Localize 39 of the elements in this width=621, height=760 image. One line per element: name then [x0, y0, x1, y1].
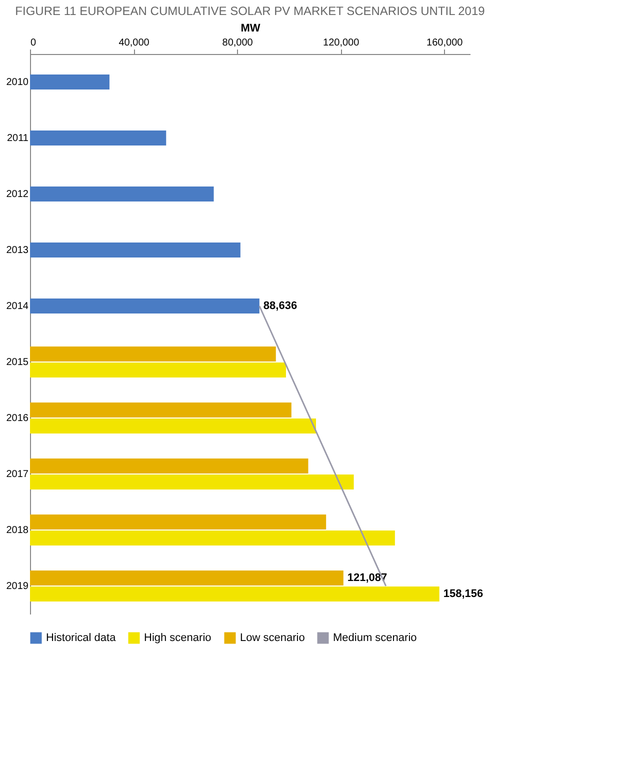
bar: [30, 418, 316, 434]
legend-label: High scenario: [144, 632, 212, 644]
x-tick-label: 80,000: [222, 38, 254, 48]
bar: [30, 458, 308, 474]
bar: [30, 586, 440, 602]
x-tick-label: 160,000: [426, 38, 464, 48]
data-label: 121,087: [347, 572, 388, 584]
bar: [30, 130, 166, 146]
legend-label: Medium scenario: [333, 632, 417, 644]
bar: [30, 298, 260, 314]
chart-title: FIGURE 11 EUROPEAN CUMULATIVE SOLAR PV MARKET SCENARIOS UNTIL 2019: [15, 4, 486, 18]
data-label: 158,156: [443, 588, 484, 600]
bar: [30, 346, 276, 362]
x-axis-title: MW: [240, 22, 261, 34]
x-tick-label: 0: [30, 38, 36, 48]
y-tick-label: 2013: [6, 245, 29, 256]
bar: [30, 514, 326, 530]
bar: [30, 186, 214, 202]
data-label: 88,636: [263, 300, 298, 312]
bar: [30, 74, 110, 90]
y-tick-label: 2016: [6, 413, 29, 424]
bar: [30, 474, 354, 490]
bar: [30, 570, 344, 586]
y-tick-label: 2014: [6, 301, 29, 312]
x-tick-label: 40,000: [118, 38, 150, 48]
bar: [30, 362, 286, 378]
legend-label: Low scenario: [240, 632, 305, 644]
y-tick-label: 2011: [6, 133, 29, 144]
y-tick-label: 2017: [6, 469, 29, 480]
x-tick-label: 120,000: [323, 38, 360, 48]
legend-label: Historical data: [46, 632, 117, 644]
y-tick-label: 2012: [6, 189, 29, 200]
y-tick-label: 2019: [6, 581, 29, 592]
y-tick-label: 2018: [6, 525, 29, 536]
bar: [30, 530, 395, 546]
y-tick-label: 2015: [6, 357, 29, 368]
y-tick-label: 2010: [6, 77, 29, 88]
bar: [30, 402, 292, 418]
bar: [30, 242, 240, 258]
